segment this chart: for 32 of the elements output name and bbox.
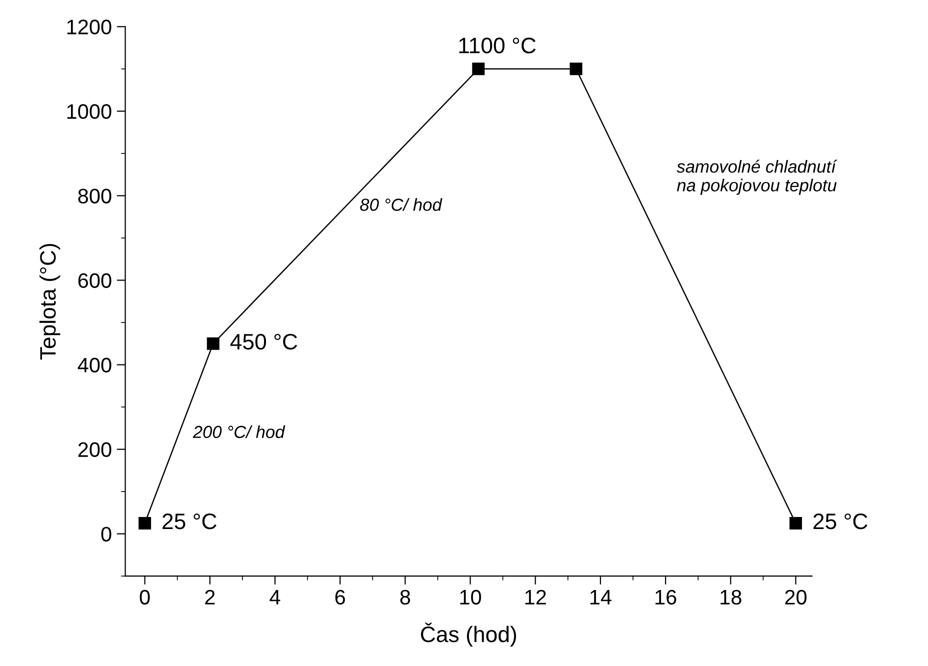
x-tick-label: 14: [590, 590, 612, 604]
point: [138, 517, 152, 530]
x-tick-label: 4: [270, 590, 280, 604]
annotation: 80 °C/ hod: [360, 198, 442, 211]
annotation: 25 °C: [162, 513, 216, 530]
y-tick-label: 1200: [67, 20, 112, 34]
y-tick-label: 800: [78, 188, 112, 204]
annotation: 450 °C: [230, 334, 298, 350]
y-tick-label: 0: [101, 526, 112, 542]
point: [472, 62, 485, 76]
x-tick-label: 10: [460, 590, 482, 605]
y-tick-label: 200: [78, 442, 112, 458]
y-tick-label: 1000: [67, 104, 112, 119]
x-tick-label: 12: [525, 590, 546, 604]
x-tick-label: 16: [656, 590, 676, 605]
annotation: 1100 °C: [459, 38, 536, 54]
point: [570, 62, 582, 76]
x-tick-label: 6: [335, 590, 345, 605]
x-tick-label: 0: [140, 590, 150, 605]
annotation: 200 °C/ hod: [192, 425, 286, 438]
y-tick-label: 400: [78, 358, 112, 373]
x-tick-label: 18: [720, 590, 742, 605]
point: [206, 337, 220, 350]
annotation: samovolné chladnutí na pokojovou teplotu: [676, 160, 838, 195]
y-tick-label: 600: [78, 273, 112, 288]
x-tick-label: 20: [785, 590, 806, 605]
x-tick-label: 8: [400, 590, 410, 605]
x-axis-title: Čas (hod): [420, 622, 516, 647]
y-axis-title: Teplota (°C): [39, 244, 60, 360]
annotation: 25 °C: [814, 513, 868, 530]
x-tick-label: 2: [205, 590, 215, 604]
point: [789, 517, 802, 530]
